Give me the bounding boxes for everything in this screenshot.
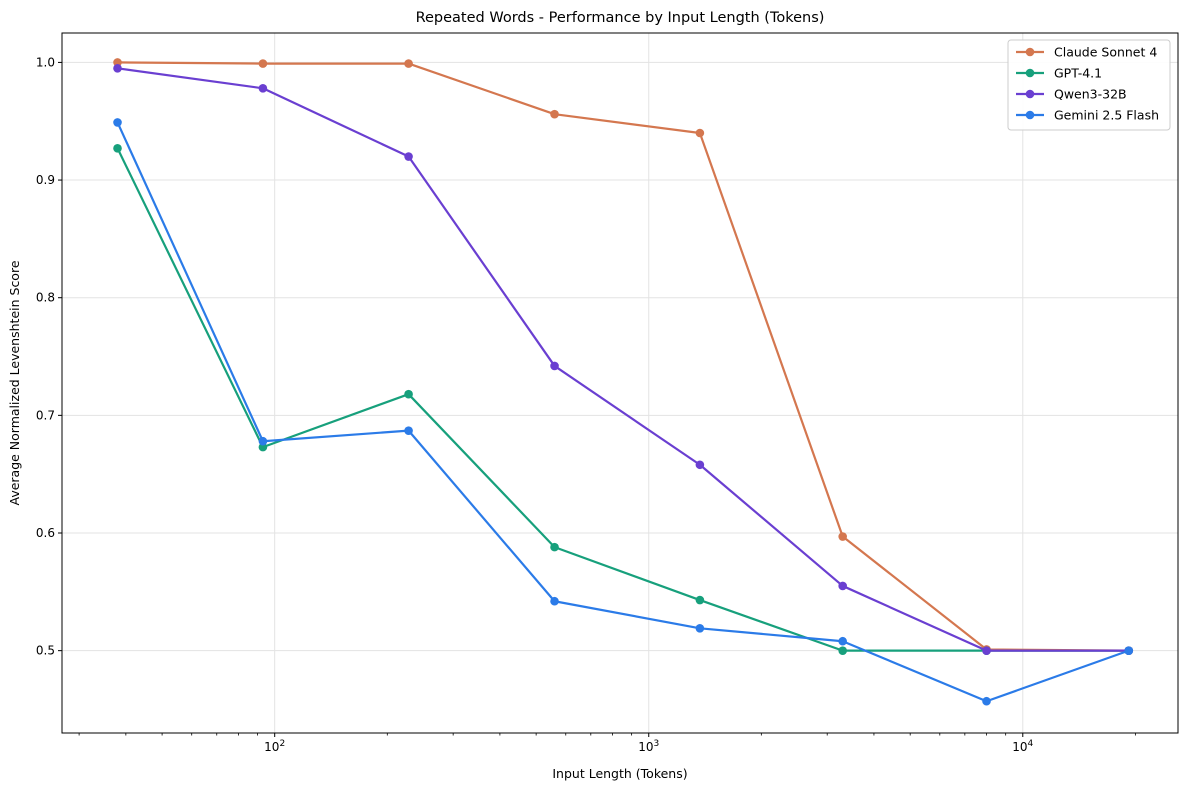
legend-label: GPT-4.1 — [1054, 66, 1102, 81]
data-point-gemini-2-5-flash — [838, 636, 847, 646]
data-point-qwen3-32b — [258, 83, 268, 93]
legend: Claude Sonnet 4 GPT-4.1 Qwen3-32B Gemini 2.… — [1007, 39, 1171, 131]
x-axis-title: Input Length (Tokens) — [552, 766, 687, 781]
data-point-qwen3-32b — [838, 581, 847, 591]
data-point-gpt-4-1 — [550, 542, 559, 552]
data-point-claude-sonnet-4 — [113, 58, 122, 67]
data-point-qwen3-32b — [982, 646, 991, 655]
data-point-qwen3-32b — [550, 361, 559, 371]
series-line-qwen3-32b — [117, 67, 1129, 652]
data-point-gemini-2-5-flash — [113, 118, 122, 127]
y-tick-label: 0.5 — [36, 644, 55, 658]
data-point-claude-sonnet-4 — [838, 532, 847, 541]
data-point-gemini-2-5-flash — [695, 623, 705, 633]
y-tick-label: 0.9 — [36, 173, 55, 187]
data-point-qwen3-32b — [113, 63, 122, 73]
data-point-gemini-2-5-flash — [1124, 646, 1134, 655]
series-line-claude-sonnet-4 — [117, 61, 1129, 652]
legend-swatch-marker — [1025, 68, 1035, 78]
data-point-gpt-4-1 — [404, 389, 413, 399]
y-tick-label: 1.0 — [36, 55, 55, 69]
data-point-claude-sonnet-4 — [695, 128, 705, 138]
data-point-gpt-4-1 — [113, 143, 122, 153]
legend-label: Qwen3-32B — [1054, 87, 1127, 102]
data-point-gpt-4-1 — [695, 595, 705, 605]
series-layer — [113, 58, 1134, 706]
series-line-gpt-4-1 — [116, 147, 1129, 652]
legend-swatch-marker — [1025, 110, 1035, 120]
x-tick-label: 102 — [264, 739, 285, 754]
data-point-claude-sonnet-4 — [404, 59, 413, 68]
series-line-gemini-2-5-flash — [116, 121, 1130, 703]
plot-frame — [61, 32, 1179, 734]
legend-swatch-marker — [1025, 47, 1035, 57]
chart-title: Repeated Words - Performance by Input Le… — [416, 10, 825, 26]
data-point-gemini-2-5-flash — [982, 696, 991, 706]
data-point-gpt-4-1 — [838, 646, 847, 655]
data-point-qwen3-32b — [695, 460, 705, 470]
data-point-claude-sonnet-4 — [258, 59, 268, 68]
data-point-gpt-4-1 — [258, 442, 268, 452]
tick-layer: 0.5 0.6 0.7 0.8 0.9 1.0 102 103 104 — [36, 55, 1136, 754]
y-tick-label: 0.7 — [36, 408, 55, 422]
legend-label: Gemini 2.5 Flash — [1054, 108, 1159, 123]
data-point-gemini-2-5-flash — [258, 436, 268, 446]
data-point-qwen3-32b — [404, 152, 413, 161]
y-axis-title: Average Normalized Levenshtein Score — [7, 260, 22, 505]
data-point-claude-sonnet-4 — [550, 109, 559, 119]
y-tick-label: 0.8 — [36, 291, 55, 305]
data-point-gemini-2-5-flash — [404, 426, 413, 435]
x-tick-label: 103 — [638, 739, 659, 754]
x-tick-label: 104 — [1012, 739, 1033, 754]
y-tick-label: 0.6 — [36, 526, 55, 540]
legend-swatch-marker — [1025, 89, 1035, 99]
legend-box — [1007, 39, 1171, 131]
legend-label: Claude Sonnet 4 — [1054, 45, 1157, 60]
data-point-gemini-2-5-flash — [550, 596, 559, 606]
